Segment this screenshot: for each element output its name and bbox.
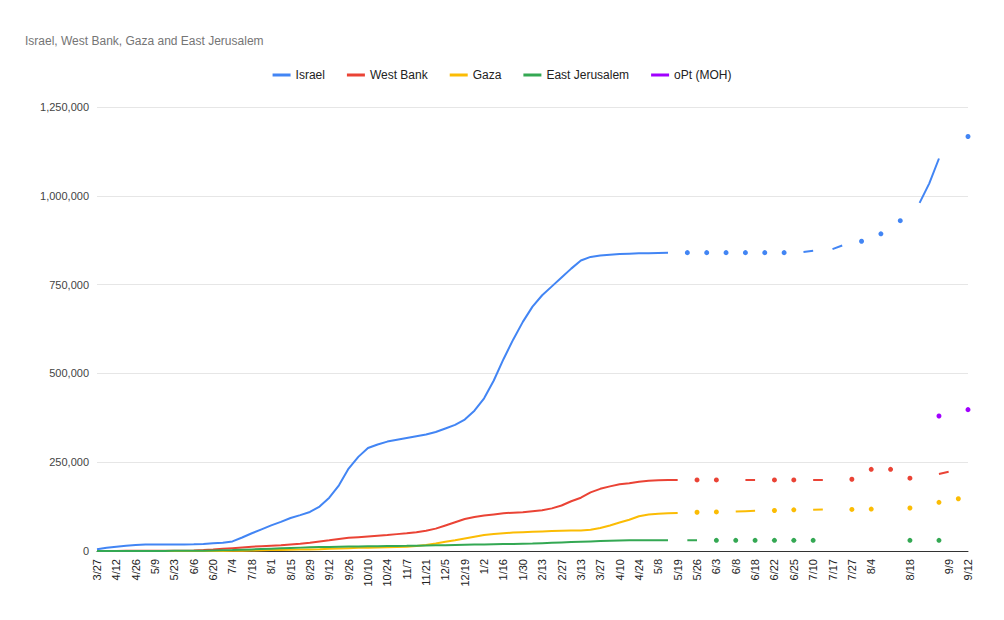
svg-text:3/13: 3/13 [575,559,587,580]
svg-text:Israel, West Bank, Gaza and Ea: Israel, West Bank, Gaza and East Jerusal… [25,34,264,48]
svg-text:6/6: 6/6 [188,559,200,574]
svg-text:8/15: 8/15 [285,559,297,580]
svg-text:12/5: 12/5 [439,559,451,580]
svg-text:4/26: 4/26 [130,559,142,580]
svg-text:7/17: 7/17 [827,559,839,580]
svg-text:5/26: 5/26 [691,559,703,580]
svg-text:250,000: 250,000 [49,456,89,468]
svg-text:6/20: 6/20 [207,559,219,580]
svg-text:6/25: 6/25 [788,559,800,580]
svg-text:6/22: 6/22 [768,559,780,580]
svg-text:7/27: 7/27 [846,559,858,580]
svg-text:4/24: 4/24 [633,559,645,580]
svg-text:4/10: 4/10 [614,559,626,580]
svg-text:3/27: 3/27 [91,559,103,580]
svg-text:10/24: 10/24 [381,559,393,587]
svg-text:2/13: 2/13 [536,559,548,580]
svg-text:oPt (MOH): oPt (MOH) [674,68,731,82]
svg-text:10/10: 10/10 [362,559,374,587]
svg-text:West Bank: West Bank [370,68,429,82]
svg-text:7/18: 7/18 [246,559,258,580]
svg-text:1/30: 1/30 [517,559,529,580]
svg-text:5/8: 5/8 [652,559,664,574]
svg-text:Gaza: Gaza [473,68,502,82]
svg-text:6/3: 6/3 [710,559,722,574]
svg-text:9/26: 9/26 [343,559,355,580]
svg-text:8/4: 8/4 [865,559,877,574]
svg-text:2/27: 2/27 [556,559,568,580]
svg-text:0: 0 [83,545,89,557]
svg-text:11/21: 11/21 [420,559,432,586]
svg-text:5/19: 5/19 [672,559,684,580]
svg-text:7/10: 7/10 [807,559,819,580]
svg-text:East Jerusalem: East Jerusalem [546,68,629,82]
svg-text:1,000,000: 1,000,000 [40,190,89,202]
svg-text:6/18: 6/18 [749,559,761,580]
svg-text:12/19: 12/19 [459,559,471,587]
svg-text:750,000: 750,000 [49,279,89,291]
svg-text:1/16: 1/16 [497,559,509,580]
svg-text:8/1: 8/1 [265,559,277,574]
svg-text:Israel: Israel [296,68,325,82]
svg-text:8/29: 8/29 [304,559,316,580]
svg-text:3/27: 3/27 [594,559,606,580]
svg-text:5/9: 5/9 [149,559,161,574]
svg-text:11/7: 11/7 [401,559,413,580]
svg-text:1/2: 1/2 [478,559,490,574]
svg-text:8/18: 8/18 [904,559,916,580]
svg-text:5/23: 5/23 [168,559,180,580]
svg-text:1,250,000: 1,250,000 [40,101,89,113]
svg-text:4/12: 4/12 [110,559,122,580]
svg-text:500,000: 500,000 [49,367,89,379]
svg-text:6/8: 6/8 [730,559,742,574]
svg-text:9/12: 9/12 [323,559,335,580]
svg-text:9/12: 9/12 [962,559,974,580]
svg-text:9/9: 9/9 [943,559,955,574]
svg-text:7/4: 7/4 [226,559,238,574]
